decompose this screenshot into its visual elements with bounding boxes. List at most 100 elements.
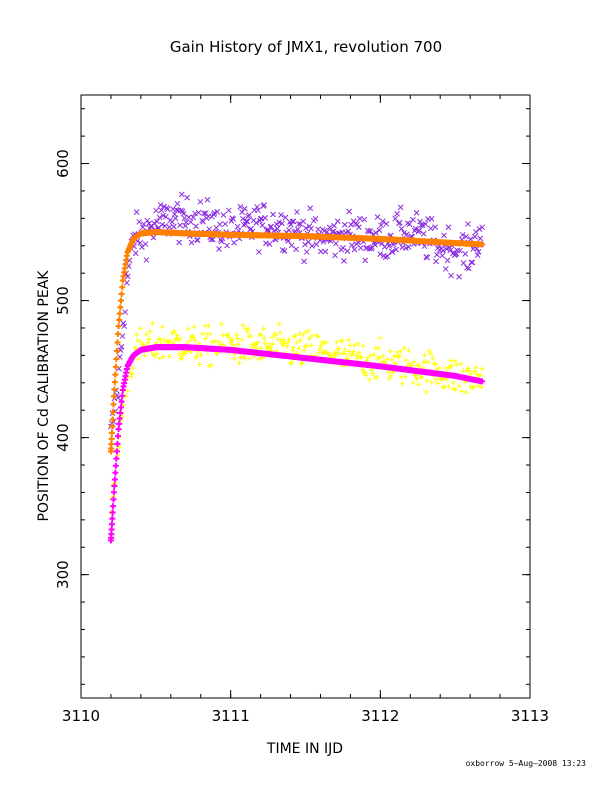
data-point [301, 258, 307, 265]
data-point [235, 341, 241, 347]
data-point [362, 257, 369, 264]
fit-point [115, 433, 122, 440]
data-point [324, 229, 330, 235]
data-point [299, 360, 305, 366]
data-point [479, 366, 485, 372]
data-point [460, 260, 467, 267]
fit-point [111, 379, 118, 386]
data-point [306, 335, 312, 341]
data-point [279, 220, 285, 227]
data-point [245, 326, 251, 332]
fit-point [112, 469, 119, 476]
fit-point [114, 339, 121, 346]
data-point [419, 374, 425, 380]
data-point [198, 352, 204, 358]
data-point [475, 248, 482, 255]
data-point [315, 333, 321, 339]
data-point [339, 338, 345, 344]
data-point [402, 374, 408, 380]
fit-point [119, 392, 126, 399]
data-point [181, 215, 188, 222]
x-tick-label: 3112 [361, 707, 399, 725]
data-point [435, 380, 441, 386]
footer-credit: oxborrow 5–Aug–2008 13:23 [465, 759, 586, 768]
data-point [418, 222, 424, 229]
fit-point [113, 455, 120, 462]
data-point [208, 362, 214, 368]
data-point [220, 341, 226, 347]
data-point [463, 389, 469, 395]
data-point [428, 351, 434, 357]
data-point [357, 215, 363, 222]
data-point [158, 207, 165, 214]
data-point [268, 223, 275, 230]
data-point [130, 365, 136, 371]
data-point [416, 363, 422, 369]
data-point [422, 221, 429, 227]
data-point [386, 243, 392, 249]
data-point [345, 228, 352, 235]
data-point [294, 339, 300, 345]
data-point [153, 207, 159, 214]
data-point [286, 336, 292, 342]
data-point [294, 226, 301, 233]
fit-point [115, 323, 122, 330]
data-point [388, 373, 394, 379]
data-point [225, 207, 232, 214]
data-point [319, 339, 325, 345]
data-point [290, 218, 297, 225]
data-point [377, 335, 383, 341]
data-point [332, 353, 338, 359]
data-point [222, 221, 229, 227]
data-point [356, 350, 362, 356]
data-point [351, 349, 357, 355]
fit-point [108, 429, 115, 436]
fit-point [479, 241, 486, 248]
data-point [156, 214, 163, 221]
data-point [160, 354, 166, 360]
data-point [285, 238, 291, 244]
data-point [293, 246, 299, 253]
x-tick-label: 3113 [511, 707, 549, 725]
data-point [182, 223, 189, 229]
data-point [180, 352, 186, 358]
data-point [263, 240, 269, 247]
data-point [473, 365, 479, 371]
fit-point [113, 347, 120, 354]
data-point [134, 332, 140, 338]
data-point [362, 370, 368, 376]
data-point [439, 252, 446, 259]
data-point [378, 222, 384, 229]
data-point [416, 227, 423, 234]
data-point [291, 334, 297, 340]
data-point [244, 218, 251, 225]
data-point [328, 353, 334, 359]
data-point [380, 353, 386, 359]
data-point [199, 331, 205, 337]
data-point [318, 343, 324, 349]
data-point [290, 347, 296, 353]
data-point [214, 208, 221, 215]
data-point [303, 249, 310, 255]
data-point [115, 452, 121, 458]
data-point [248, 333, 254, 339]
x-tick-label: 3110 [62, 707, 100, 725]
data-point [381, 359, 387, 365]
fit-point [109, 416, 116, 423]
data-point [276, 321, 282, 327]
y-axis-title: POSITION OF Cd CALIBRATION PEAK [36, 270, 52, 522]
data-point [429, 355, 435, 361]
data-point [186, 214, 192, 221]
fit-point [117, 304, 124, 311]
data-point [279, 247, 286, 253]
data-point [201, 210, 207, 217]
data-point [423, 389, 429, 395]
data-point [209, 339, 215, 345]
data-point [282, 340, 288, 346]
data-point [424, 378, 430, 384]
y-tick-label: 600 [54, 149, 72, 178]
data-point [375, 345, 381, 351]
data-point [286, 227, 292, 234]
data-point [256, 356, 262, 362]
data-point [421, 243, 428, 250]
